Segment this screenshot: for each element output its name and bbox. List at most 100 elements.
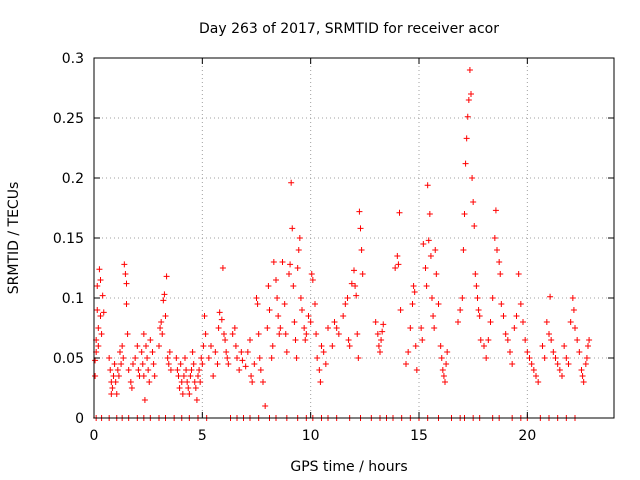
data-point: [485, 337, 492, 343]
scatter-marks: [92, 67, 593, 421]
data-point: [409, 301, 416, 307]
data-point: [427, 253, 434, 259]
data-point: [379, 328, 386, 335]
data-point: [429, 295, 435, 301]
data-point: [122, 271, 129, 277]
data-point: [517, 301, 524, 307]
data-point: [546, 331, 552, 337]
data-point: [125, 367, 132, 373]
data-point: [145, 367, 152, 373]
data-point: [118, 361, 125, 367]
data-point: [457, 307, 464, 313]
data-point: [186, 391, 193, 397]
data-point: [244, 349, 251, 355]
data-point: [500, 313, 507, 319]
data-point: [374, 331, 381, 337]
data-point: [522, 337, 529, 343]
data-point: [463, 135, 470, 142]
data-point: [239, 357, 246, 364]
data-point: [378, 337, 385, 343]
data-point: [477, 337, 484, 343]
data-point: [251, 361, 258, 367]
data-point: [563, 355, 570, 361]
data-point: [232, 343, 239, 349]
data-point: [433, 271, 440, 277]
data-point: [502, 331, 509, 337]
data-point: [395, 261, 402, 268]
x-tick-label: 20: [518, 428, 536, 444]
data-point: [352, 283, 359, 289]
data-point: [150, 361, 157, 367]
data-point: [279, 259, 286, 265]
data-point: [394, 253, 401, 259]
y-tick-label: 0.05: [53, 351, 84, 367]
data-point: [459, 295, 466, 301]
data-point: [586, 337, 593, 343]
data-point: [205, 355, 212, 361]
data-point: [473, 283, 480, 289]
data-point: [297, 295, 304, 301]
data-point: [98, 331, 105, 337]
data-point: [407, 325, 414, 331]
data-point: [249, 379, 256, 385]
data-point: [215, 325, 222, 331]
data-point: [301, 325, 308, 331]
data-point: [303, 331, 310, 337]
data-point: [223, 349, 230, 355]
data-point: [559, 373, 565, 379]
data-point: [225, 361, 232, 367]
data-point: [147, 337, 154, 343]
data-point: [342, 301, 349, 307]
data-point: [117, 349, 123, 355]
data-point: [201, 313, 208, 319]
data-point: [411, 289, 418, 295]
axes: 0 0.05 0.1 0.15 0.2 0.25 0.3 0 5 10 15 20: [53, 51, 614, 444]
y-tick-label: 0.3: [62, 51, 84, 67]
data-point: [276, 331, 283, 337]
data-point: [159, 331, 166, 337]
data-point: [138, 349, 145, 355]
data-point: [460, 247, 467, 253]
data-point: [539, 343, 546, 349]
data-point: [420, 241, 427, 247]
data-point: [231, 325, 238, 331]
data-point: [234, 355, 240, 361]
data-point: [185, 385, 192, 391]
data-point: [140, 373, 147, 379]
data-point: [320, 349, 327, 355]
data-point: [317, 379, 324, 385]
data-point: [264, 325, 271, 331]
data-point: [253, 295, 260, 301]
data-point: [331, 319, 338, 325]
data-point: [437, 343, 444, 349]
data-point: [579, 373, 586, 379]
data-point: [469, 175, 476, 181]
data-point: [295, 247, 302, 253]
data-point: [309, 277, 316, 283]
data-point: [199, 361, 206, 367]
data-point: [358, 247, 365, 253]
data-point: [507, 349, 513, 355]
data-point: [127, 379, 134, 385]
chart-title: Day 263 of 2017, SRMTID for receiver aco…: [199, 21, 499, 37]
data-point: [294, 265, 301, 271]
data-point: [354, 331, 361, 337]
data-point: [95, 343, 102, 349]
data-point: [208, 343, 214, 349]
data-point: [582, 361, 589, 367]
data-point: [151, 373, 158, 379]
data-point: [313, 331, 320, 337]
data-point: [173, 355, 180, 361]
data-point: [487, 319, 494, 325]
data-point: [257, 367, 264, 373]
data-point: [290, 283, 297, 289]
data-point: [167, 367, 174, 373]
data-point: [176, 385, 183, 391]
x-tick-label: 15: [410, 428, 428, 444]
data-point: [210, 373, 217, 379]
data-point: [526, 355, 533, 361]
data-point: [163, 273, 170, 280]
data-point: [182, 355, 188, 361]
data-point: [357, 225, 364, 232]
